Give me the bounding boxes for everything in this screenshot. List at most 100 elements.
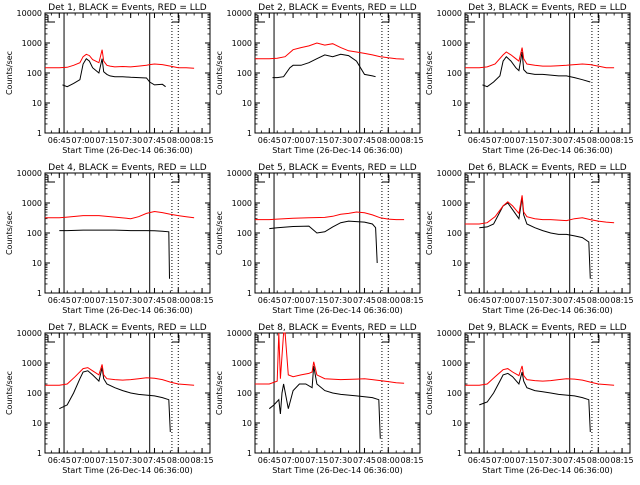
x-tick-label: 07:30 xyxy=(539,136,562,145)
x-tick-label: 07:15 xyxy=(95,456,118,465)
x-tick-label: 08:00 xyxy=(377,296,400,305)
corner-box-right xyxy=(171,335,180,343)
panel-title: Det 6, BLACK = Events, RED = LLD xyxy=(468,163,627,173)
panel-det-3: Det 3, BLACK = Events, RED = LLD 1 10 100 10… xyxy=(425,3,634,155)
x-tick-label: 07:45 xyxy=(143,296,166,305)
plot-frame xyxy=(254,172,421,294)
y-axis-label: Counts/sec xyxy=(215,51,224,95)
y-tick-label: 1 xyxy=(37,129,42,138)
x-tick-label: 08:15 xyxy=(401,136,424,145)
corner-box-right xyxy=(171,15,180,23)
panel-title: Det 2, BLACK = Events, RED = LLD xyxy=(258,3,417,13)
y-tick-label: 10000 xyxy=(437,169,462,178)
x-tick-label: 07:15 xyxy=(515,136,538,145)
x-tick-label: 07:45 xyxy=(143,136,166,145)
x-tick-label: 08:15 xyxy=(611,456,634,465)
y-tick-label: 10 xyxy=(32,259,42,268)
y-tick-label: 10 xyxy=(452,259,462,268)
x-tick-label: 08:15 xyxy=(611,296,634,305)
x-tick-label: 07:30 xyxy=(119,296,142,305)
y-tick-label: 1 xyxy=(37,449,42,458)
y-tick-label: 100 xyxy=(447,69,462,78)
y-tick-label: 1 xyxy=(247,289,252,298)
y-tick-label: 10000 xyxy=(437,329,462,338)
y-tick-label: 100 xyxy=(27,69,42,78)
x-tick-label: 07:30 xyxy=(539,456,562,465)
x-tick-label: 07:15 xyxy=(305,456,328,465)
corner-box-right xyxy=(591,335,600,343)
corner-box-right xyxy=(381,175,390,183)
lld-series-line xyxy=(255,211,405,221)
x-tick-label: 07:30 xyxy=(119,456,142,465)
y-tick-label: 1 xyxy=(457,129,462,138)
x-tick-label: 07:15 xyxy=(95,136,118,145)
panel-det-7: Det 7, BLACK = Events, RED = LLD 1 10 100 10… xyxy=(5,323,214,475)
y-tick-label: 1 xyxy=(37,289,42,298)
corner-box-left xyxy=(47,175,55,183)
panel-title: Det 8, BLACK = Events, RED = LLD xyxy=(258,323,417,333)
corner-box-right xyxy=(171,175,180,183)
y-tick-label: 100 xyxy=(27,229,42,238)
panel-det-4: Det 4, BLACK = Events, RED = LLD 1 10 100 10… xyxy=(5,163,214,315)
y-axis-label: Counts/sec xyxy=(425,51,434,95)
events-series-line xyxy=(268,365,381,439)
y-tick-label: 1000 xyxy=(22,39,42,48)
events-series-line xyxy=(479,371,591,433)
corner-box-left xyxy=(467,335,475,343)
x-axis-label: Start Time (26-Dec-14 06:36:00) xyxy=(482,306,613,315)
panel-title: Det 9, BLACK = Events, RED = LLD xyxy=(468,323,627,333)
corner-box-left xyxy=(467,15,475,23)
y-tick-label: 1 xyxy=(457,449,462,458)
events-series-line xyxy=(269,220,378,264)
panel-det-5: Det 5, BLACK = Events, RED = LLD 1 10 100 10… xyxy=(215,163,424,315)
y-tick-label: 1 xyxy=(247,449,252,458)
x-axis-label: Start Time (26-Dec-14 06:36:00) xyxy=(62,466,193,475)
x-tick-label: 07:45 xyxy=(353,136,376,145)
x-tick-label: 07:00 xyxy=(72,136,95,145)
x-axis-label: Start Time (26-Dec-14 06:36:00) xyxy=(272,466,403,475)
y-tick-label: 1000 xyxy=(442,199,462,208)
y-tick-label: 10000 xyxy=(227,9,252,18)
x-tick-label: 08:15 xyxy=(611,136,634,145)
lld-series-line xyxy=(45,49,195,69)
x-tick-label: 07:30 xyxy=(539,296,562,305)
y-tick-label: 1000 xyxy=(22,199,42,208)
x-tick-label: 07:15 xyxy=(515,456,538,465)
y-tick-label: 10 xyxy=(242,419,252,428)
x-tick-label: 07:15 xyxy=(515,296,538,305)
x-axis-label: Start Time (26-Dec-14 06:36:00) xyxy=(482,466,613,475)
x-tick-label: 07:45 xyxy=(143,456,166,465)
y-tick-label: 10 xyxy=(242,259,252,268)
events-series-line xyxy=(59,229,170,279)
x-tick-label: 07:00 xyxy=(492,296,515,305)
x-tick-label: 07:45 xyxy=(563,296,586,305)
x-tick-label: 07:00 xyxy=(72,456,95,465)
y-tick-label: 10 xyxy=(242,99,252,108)
x-tick-label: 08:00 xyxy=(167,296,190,305)
x-axis-label: Start Time (26-Dec-14 06:36:00) xyxy=(62,146,193,155)
x-axis-label: Start Time (26-Dec-14 06:36:00) xyxy=(272,146,403,155)
x-tick-label: 07:00 xyxy=(492,136,515,145)
corner-box-left xyxy=(47,335,55,343)
y-tick-label: 100 xyxy=(27,389,42,398)
y-tick-label: 1000 xyxy=(442,39,462,48)
y-tick-label: 10 xyxy=(32,419,42,428)
events-series-line xyxy=(272,53,376,79)
x-axis-label: Start Time (26-Dec-14 06:36:00) xyxy=(482,146,613,155)
x-tick-label: 08:00 xyxy=(377,456,400,465)
y-axis-label: Counts/sec xyxy=(215,211,224,255)
y-tick-label: 1000 xyxy=(22,359,42,368)
corner-box-right xyxy=(381,15,390,23)
corner-box-right xyxy=(591,15,600,23)
x-tick-label: 08:00 xyxy=(167,136,190,145)
y-tick-label: 100 xyxy=(237,229,252,238)
y-tick-label: 10 xyxy=(452,419,462,428)
corner-box-left xyxy=(47,15,55,23)
y-tick-label: 10000 xyxy=(227,329,252,338)
x-tick-label: 08:00 xyxy=(377,136,400,145)
y-tick-label: 10 xyxy=(32,99,42,108)
events-series-line xyxy=(62,57,166,88)
corner-box-right xyxy=(381,335,390,343)
panel-title: Det 7, BLACK = Events, RED = LLD xyxy=(48,323,207,333)
